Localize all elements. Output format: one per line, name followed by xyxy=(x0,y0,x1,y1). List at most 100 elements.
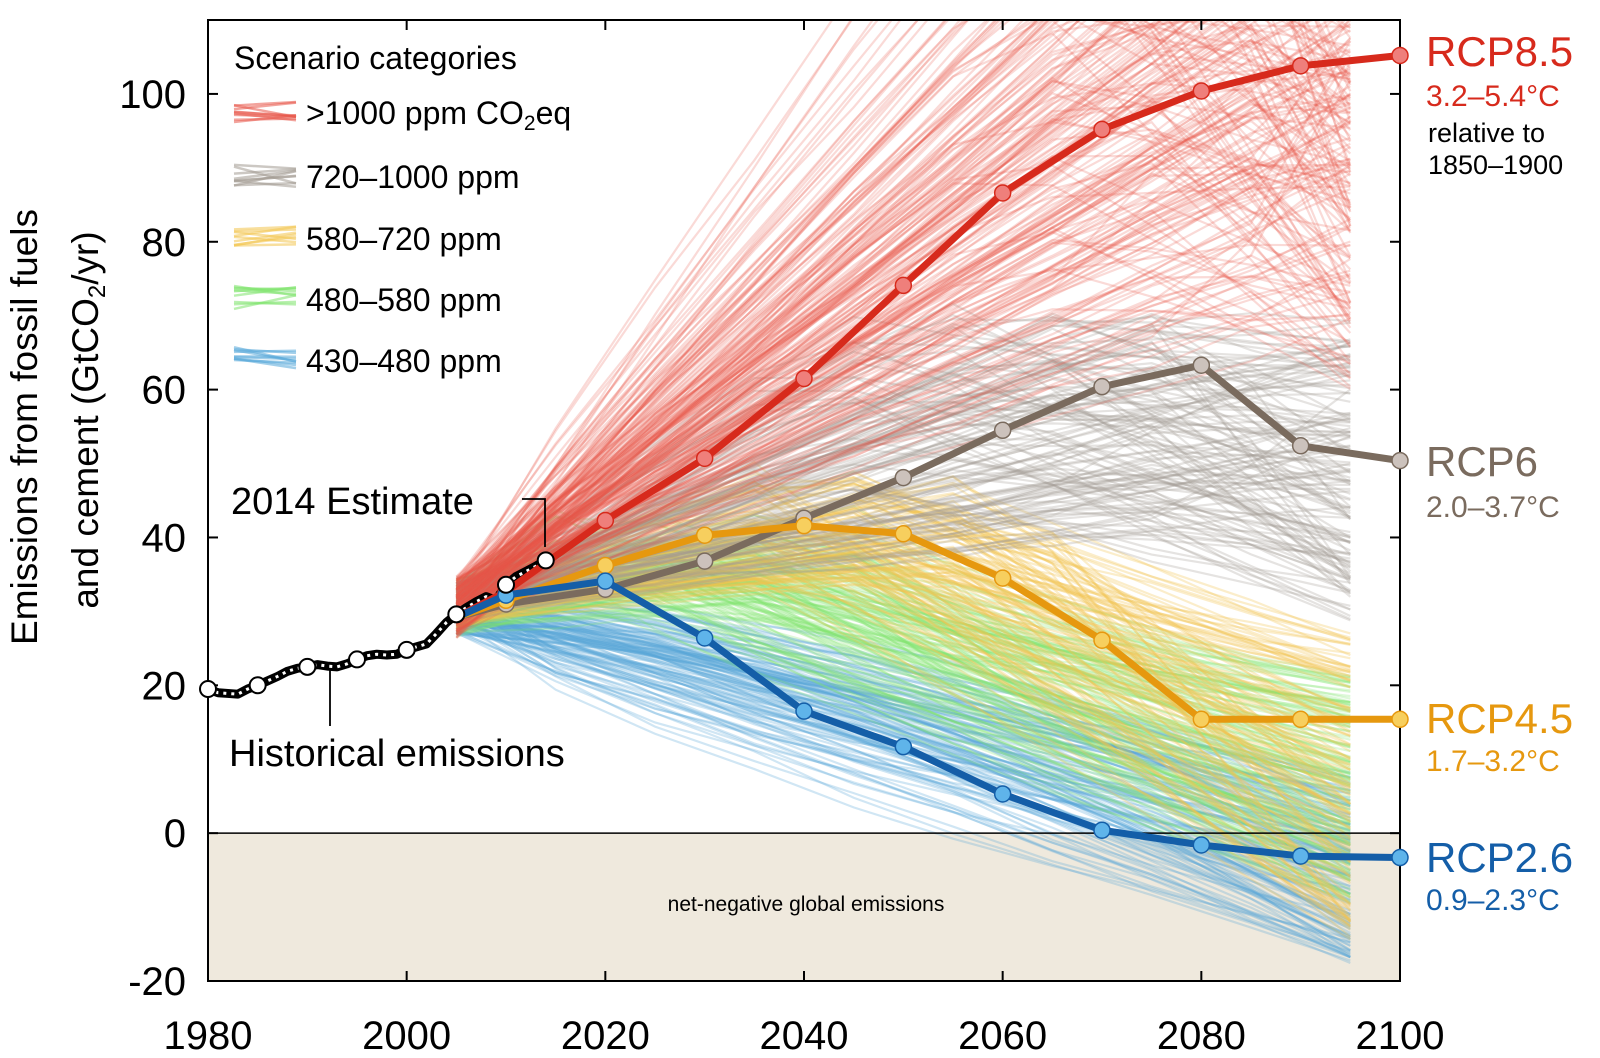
scenario-line xyxy=(455,325,1352,614)
scenario-line xyxy=(455,631,1351,917)
scenario-line xyxy=(455,20,1052,579)
x-tick-label: 2040 xyxy=(760,1014,849,1058)
y-axis-title-line1: Emissions from fossil fuels xyxy=(4,209,45,645)
scenario-line xyxy=(456,595,1351,792)
y-axis-title-subscript: 2 xyxy=(84,285,111,298)
legend-swatch-line xyxy=(233,355,297,361)
scenario-line xyxy=(455,32,1352,620)
rcp-marker xyxy=(1391,848,1409,867)
estimate-annotation: 2014 Estimate xyxy=(231,481,474,523)
scenario-line xyxy=(455,20,1352,583)
scenario-line xyxy=(455,365,1351,605)
legend-label-1000ppm-suffix: eq xyxy=(536,95,572,131)
rcp-marker xyxy=(1192,82,1211,100)
scenario-line xyxy=(455,90,1352,607)
x-tick-label: 2020 xyxy=(561,1014,650,1058)
scenario-line xyxy=(455,594,1351,962)
rcp-marker xyxy=(596,572,615,590)
scenario-line xyxy=(455,20,1128,622)
historical-marker xyxy=(199,680,217,699)
scenario-line xyxy=(455,376,1351,599)
scenario-line xyxy=(455,20,1352,586)
scenario-line xyxy=(455,37,1352,589)
scenario-line xyxy=(456,467,1351,590)
scenario-line xyxy=(455,476,1351,746)
scenario-line xyxy=(455,20,1048,587)
rcp-marker xyxy=(695,449,714,468)
scenario-line xyxy=(456,586,1351,867)
scenario-line xyxy=(455,484,1352,922)
scenario-line xyxy=(455,20,1351,617)
scenario-line xyxy=(456,602,1351,872)
legend-label-430ppm: 430–480 ppm xyxy=(306,343,502,379)
axis-ticks xyxy=(207,20,1401,982)
scenario-line xyxy=(456,622,1351,892)
scenario-line xyxy=(456,512,1351,822)
scenario-line xyxy=(455,20,902,610)
scenario-line xyxy=(455,20,1352,616)
scenario-line xyxy=(455,62,1352,628)
scenario-line xyxy=(455,20,1182,600)
scenario-line xyxy=(456,622,1351,956)
rcp-marker xyxy=(894,468,913,487)
scenario-line xyxy=(456,606,1351,951)
rcp-marker xyxy=(894,737,913,756)
legend-swatch-line xyxy=(233,243,297,247)
scenario-line xyxy=(455,350,1351,591)
y-axis-tick-labels: -20 0 20 40 60 80 100 xyxy=(119,73,186,1004)
scenario-line xyxy=(455,142,1351,633)
scenario-line xyxy=(455,302,1351,593)
scenario-line xyxy=(455,121,1351,627)
scenario-line xyxy=(456,607,1351,888)
rcp-marker xyxy=(795,369,813,388)
legend-swatch-line xyxy=(233,117,297,121)
scenario-line xyxy=(455,104,1351,615)
scenario-line xyxy=(455,632,1351,954)
rcp-marker xyxy=(1391,451,1409,470)
scenario-line xyxy=(455,20,1221,594)
rcp-marker xyxy=(1093,631,1111,649)
scenario-line xyxy=(455,396,1351,587)
scenario-line xyxy=(455,20,1254,625)
rcp-marker xyxy=(596,556,615,575)
scenario-line xyxy=(455,20,1151,605)
scenario-line xyxy=(455,182,1351,627)
scenario-line xyxy=(455,20,1352,624)
y-axis-title-prefix: and cement (GtCO xyxy=(65,298,106,609)
scenario-line xyxy=(455,20,929,584)
scenario-line xyxy=(456,597,1351,878)
x-tick-label: 2000 xyxy=(362,1014,451,1058)
rcp-marker xyxy=(1391,46,1409,65)
scenario-line xyxy=(456,629,1351,847)
scenario-line xyxy=(456,607,1351,952)
scenario-line xyxy=(455,312,1351,604)
scenario-line xyxy=(455,598,1351,774)
scenario-line xyxy=(456,622,1351,921)
scenario-line xyxy=(455,20,1352,620)
scenario-line xyxy=(456,622,1351,947)
scenario-line xyxy=(455,20,1351,591)
scenario-line xyxy=(455,20,1351,616)
legend-label-580ppm: 580–720 ppm xyxy=(306,221,502,257)
scenario-line xyxy=(456,631,1351,784)
scenario-line xyxy=(455,120,1352,620)
scenario-line xyxy=(456,599,1351,788)
y-axis-title-suffix: /yr) xyxy=(65,231,106,284)
scenario-line xyxy=(456,388,1351,613)
scenario-line xyxy=(456,623,1351,958)
scenario-line xyxy=(455,312,1351,590)
scenario-line xyxy=(456,590,1351,795)
scenario-line xyxy=(455,20,1193,633)
scenario-line xyxy=(455,61,1352,598)
scenario-line xyxy=(455,20,1351,638)
legend-swatch-line xyxy=(233,231,297,243)
scenario-line xyxy=(456,471,1351,781)
scenario-line xyxy=(455,482,1351,639)
scenario-line xyxy=(456,608,1351,941)
scenario-line xyxy=(455,154,1351,583)
scenario-line xyxy=(455,165,1352,593)
scenario-line xyxy=(456,373,1351,585)
scenario-line xyxy=(455,590,1351,901)
scenario-line xyxy=(455,20,1335,620)
scenario-line xyxy=(455,20,1246,591)
